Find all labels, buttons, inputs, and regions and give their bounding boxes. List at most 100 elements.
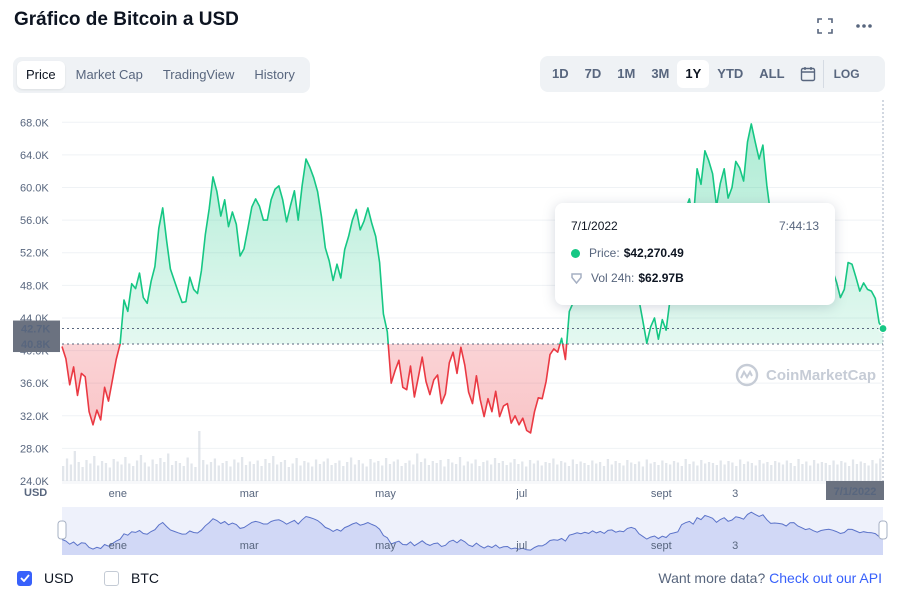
volume-bar <box>451 462 454 481</box>
usd-toggle[interactable]: USD <box>17 570 74 586</box>
x-tick-label: may <box>375 488 396 500</box>
volume-bar <box>346 462 349 481</box>
volume-bar <box>237 462 240 481</box>
baseline-label: 40.8K <box>21 339 50 351</box>
volume-bar <box>816 463 820 481</box>
volume-bar <box>486 460 489 481</box>
volume-bar <box>419 462 423 481</box>
navigator-tick-label: may <box>375 540 396 552</box>
range-7d[interactable]: 7D <box>584 66 602 81</box>
volume-bar <box>684 459 687 481</box>
volume-bar <box>97 465 100 481</box>
volume-bar <box>482 462 485 481</box>
tab-history[interactable]: History <box>254 67 295 82</box>
volume-bar <box>700 460 703 481</box>
volume-bar <box>81 467 84 481</box>
price-dot-icon <box>571 248 580 258</box>
volume-bar <box>62 466 65 481</box>
volume-bar <box>501 461 504 481</box>
more-options-icon[interactable] <box>852 14 876 38</box>
volume-bar <box>198 431 201 481</box>
volume-bar <box>598 462 602 481</box>
volume-bar <box>758 460 761 481</box>
volume-bar <box>299 465 302 481</box>
volume-bar <box>112 459 115 481</box>
navigator-area <box>62 512 883 555</box>
navigator-left-handle[interactable] <box>57 520 67 540</box>
price-line-up-group <box>119 123 884 345</box>
volume-bar <box>653 462 656 481</box>
api-link[interactable]: Check out our API <box>769 570 882 586</box>
volume-bar <box>875 463 878 481</box>
volume-bar <box>233 459 236 481</box>
volume-bar <box>805 461 808 481</box>
volume-bar <box>326 458 329 481</box>
volume-bar <box>349 457 353 481</box>
range-1y[interactable]: 1Y <box>677 60 710 88</box>
volume-bar <box>707 462 711 481</box>
volume-bar <box>540 465 543 481</box>
volume-bar <box>194 467 197 481</box>
volume-bar <box>552 458 555 481</box>
volume-bar <box>295 458 298 481</box>
current-price-label: 42.7K <box>21 324 50 336</box>
navigator-right-handle[interactable] <box>878 520 888 540</box>
volume-bar <box>680 466 683 481</box>
calendar-icon[interactable] <box>793 60 824 88</box>
navigator-tick-label: jul <box>515 540 527 552</box>
fullscreen-icon[interactable] <box>813 14 837 38</box>
range-navigator[interactable] <box>57 507 888 555</box>
volume-bar <box>85 460 88 481</box>
volume-bar <box>567 466 571 481</box>
volume-bar <box>696 465 699 481</box>
currency-label: USD <box>24 487 47 499</box>
volume-bar <box>649 463 652 481</box>
x-tick-label: 3 <box>732 488 738 500</box>
volume-bar <box>672 461 676 481</box>
volume-bar <box>723 464 726 481</box>
range-3m[interactable]: 3M <box>651 66 670 81</box>
volume-bar <box>746 461 750 481</box>
volume-bar <box>104 463 108 481</box>
volume-bar <box>750 463 753 481</box>
log-scale-toggle[interactable]: LOG <box>833 67 860 81</box>
range-all[interactable]: ALL <box>759 66 785 81</box>
tab-tradingview[interactable]: TradingView <box>162 67 235 82</box>
volume-bar <box>622 465 625 481</box>
volume-bar <box>614 461 617 481</box>
current-price-dot <box>878 323 888 334</box>
volume-bar <box>334 463 337 481</box>
volume-bar <box>626 460 629 481</box>
volume-bar <box>443 466 446 481</box>
volume-bar <box>879 458 882 481</box>
usd-label: USD <box>44 570 74 586</box>
volume-bar <box>490 464 493 481</box>
volume-bar <box>381 465 384 481</box>
btc-checkbox[interactable] <box>104 570 119 586</box>
baseline-tag <box>13 336 60 353</box>
volume-bar <box>139 455 143 481</box>
volume-bar <box>353 464 357 481</box>
usd-checkbox[interactable] <box>17 570 32 586</box>
tab-price[interactable]: Price <box>17 61 65 89</box>
tooltip-volume-value: $62.97B <box>638 271 684 285</box>
volume-bar <box>116 461 119 481</box>
volume-bar <box>93 456 96 481</box>
btc-toggle[interactable]: BTC <box>104 570 159 586</box>
volume-bar <box>509 462 512 481</box>
volume-bar <box>809 465 812 481</box>
volume-bar <box>497 463 501 481</box>
range-ytd[interactable]: YTD <box>717 66 744 81</box>
api-promo-text: Want more data? <box>658 570 766 586</box>
tab-market-cap[interactable]: Market Cap <box>75 67 143 82</box>
volume-bar <box>159 458 162 481</box>
volume-bar <box>657 465 660 481</box>
x-tick-label: ene <box>109 488 127 500</box>
volume-bar <box>287 467 290 481</box>
range-1m[interactable]: 1M <box>617 66 636 81</box>
volume-bar <box>727 461 730 481</box>
volume-bar <box>143 462 147 481</box>
range-1d[interactable]: 1D <box>552 66 569 81</box>
volume-bar <box>186 457 189 481</box>
